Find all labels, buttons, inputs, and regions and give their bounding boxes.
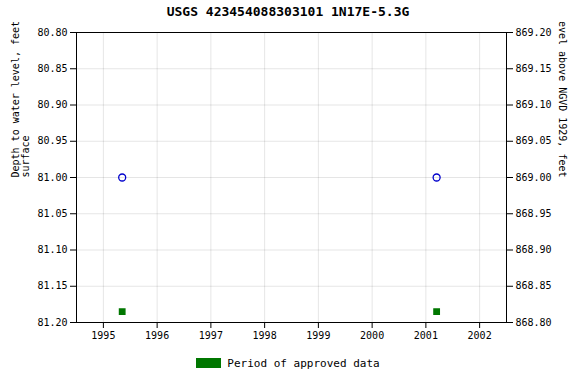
- svg-text:Groundwater level above NGVD 1: Groundwater level above NGVD 1929, feet: [557, 22, 568, 178]
- svg-text:869.15: 869.15: [516, 63, 552, 74]
- svg-text:81.05: 81.05: [37, 208, 67, 219]
- svg-text:2000: 2000: [360, 330, 384, 341]
- svg-text:869.05: 869.05: [516, 135, 552, 146]
- svg-text:80.95: 80.95: [37, 135, 67, 146]
- svg-text:1998: 1998: [253, 330, 277, 341]
- svg-text:869.20: 869.20: [516, 27, 552, 38]
- svg-text:868.90: 868.90: [516, 244, 552, 255]
- svg-text:81.20: 81.20: [37, 317, 67, 328]
- svg-text:81.00: 81.00: [37, 172, 67, 183]
- svg-text:868.85: 868.85: [516, 280, 552, 291]
- svg-text:868.95: 868.95: [516, 208, 552, 219]
- svg-text:868.80: 868.80: [516, 317, 552, 328]
- svg-text:Depth to water level, feet bel: Depth to water level, feet below landsur…: [10, 22, 31, 178]
- svg-text:1996: 1996: [145, 330, 169, 341]
- html-text:USGS 423454088303101 1N17E-5.3: USGS 423454088303101 1N17E-5.3G: [166, 4, 410, 19]
- svg-text:869.10: 869.10: [516, 99, 552, 110]
- svg-text:2001: 2001: [414, 330, 438, 341]
- svg-text:1997: 1997: [199, 330, 223, 341]
- svg-text:2002: 2002: [468, 330, 492, 341]
- svg-text:1995: 1995: [91, 330, 115, 341]
- svg-text:81.15: 81.15: [37, 280, 67, 291]
- svg-text:81.10: 81.10: [37, 244, 67, 255]
- svg-text:80.85: 80.85: [37, 63, 67, 74]
- svg-text:1999: 1999: [306, 330, 330, 341]
- svg-text:869.00: 869.00: [516, 172, 552, 183]
- svg-text:80.80: 80.80: [37, 27, 67, 38]
- html-text:Period of approved data: Period of approved data: [227, 356, 380, 370]
- svg-text:80.90: 80.90: [37, 99, 67, 110]
